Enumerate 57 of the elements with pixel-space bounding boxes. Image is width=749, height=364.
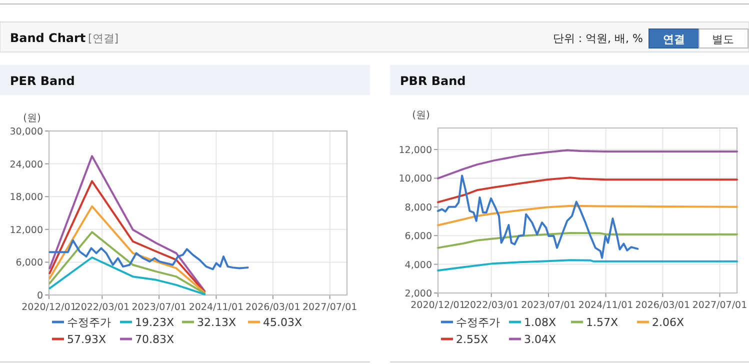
line-series [437, 204, 738, 226]
text: 단위 : 억원, 배, % [552, 32, 643, 45]
y-tick-label: 12,000 [398, 145, 432, 156]
line-series [48, 205, 206, 294]
text: 연결 [663, 33, 685, 46]
y-axis-title: (원) [412, 110, 430, 121]
y-tick-label: 18,000 [10, 192, 43, 204]
legend-label: 19.23X [135, 316, 174, 329]
chart-title: PER Band [10, 74, 75, 88]
line-series [437, 259, 738, 272]
x-tick-label: 2022/03/01 [74, 302, 130, 313]
y-tick-label: 24,000 [10, 159, 43, 170]
line-series [437, 149, 738, 180]
line-series [48, 180, 206, 293]
line-series [437, 174, 639, 259]
x-tick-label: 2024/11/01 [578, 300, 634, 311]
x-tick-label: 2020/12/01 [22, 302, 76, 313]
line-series [48, 155, 206, 292]
y-tick-label: 2,000 [404, 288, 432, 300]
line-series [437, 176, 738, 204]
legend-label: 3.04X [524, 333, 556, 346]
y-tick-label: 6,000 [404, 231, 432, 242]
x-tick-label: 2024/11/01 [188, 302, 244, 313]
x-tick-label: 2020/12/01 [410, 300, 466, 311]
legend-label: 70.83X [135, 333, 174, 346]
x-tick-label: 2027/07/01 [692, 300, 748, 311]
legend-label: 1.57X [586, 316, 618, 329]
x-tick-label: 2027/07/01 [302, 302, 358, 313]
x-tick-label: 2026/03/01 [635, 300, 690, 311]
text: 별도 [712, 33, 734, 46]
legend-label: 1.08X [524, 316, 556, 329]
y-tick-label: 12,000 [10, 224, 43, 236]
legend-label: 2.06X [652, 316, 684, 329]
y-tick-label: 4,000 [404, 260, 432, 271]
x-tick-label: 2023/07/01 [132, 302, 186, 313]
x-tick-label: 2026/03/01 [246, 302, 300, 313]
legend-label: 45.03X [263, 316, 302, 329]
y-tick-label: 6,000 [16, 258, 43, 269]
x-tick-label: 2023/07/01 [521, 300, 576, 311]
line-series [48, 239, 249, 270]
legend-label: 57.93X [67, 333, 106, 346]
text: Band Chart [10, 31, 86, 45]
legend-label: 수정주가 [67, 316, 111, 329]
text: [연결] [88, 32, 119, 45]
legend-label: 32.13X [197, 316, 236, 329]
legend-label: 2.55X [456, 333, 488, 346]
x-tick-label: 2022/03/01 [464, 300, 519, 311]
line-series [437, 232, 738, 249]
y-tick-label: 0 [36, 290, 43, 302]
line-series [48, 231, 206, 294]
y-tick-label: 10,000 [398, 174, 432, 185]
legend-label: 수정주가 [456, 316, 500, 329]
y-axis-title: (원) [23, 113, 41, 124]
y-tick-label: 8,000 [404, 202, 432, 214]
line-series [48, 256, 206, 296]
chart-title: PBR Band [400, 74, 466, 88]
y-tick-label: 30,000 [10, 126, 43, 138]
